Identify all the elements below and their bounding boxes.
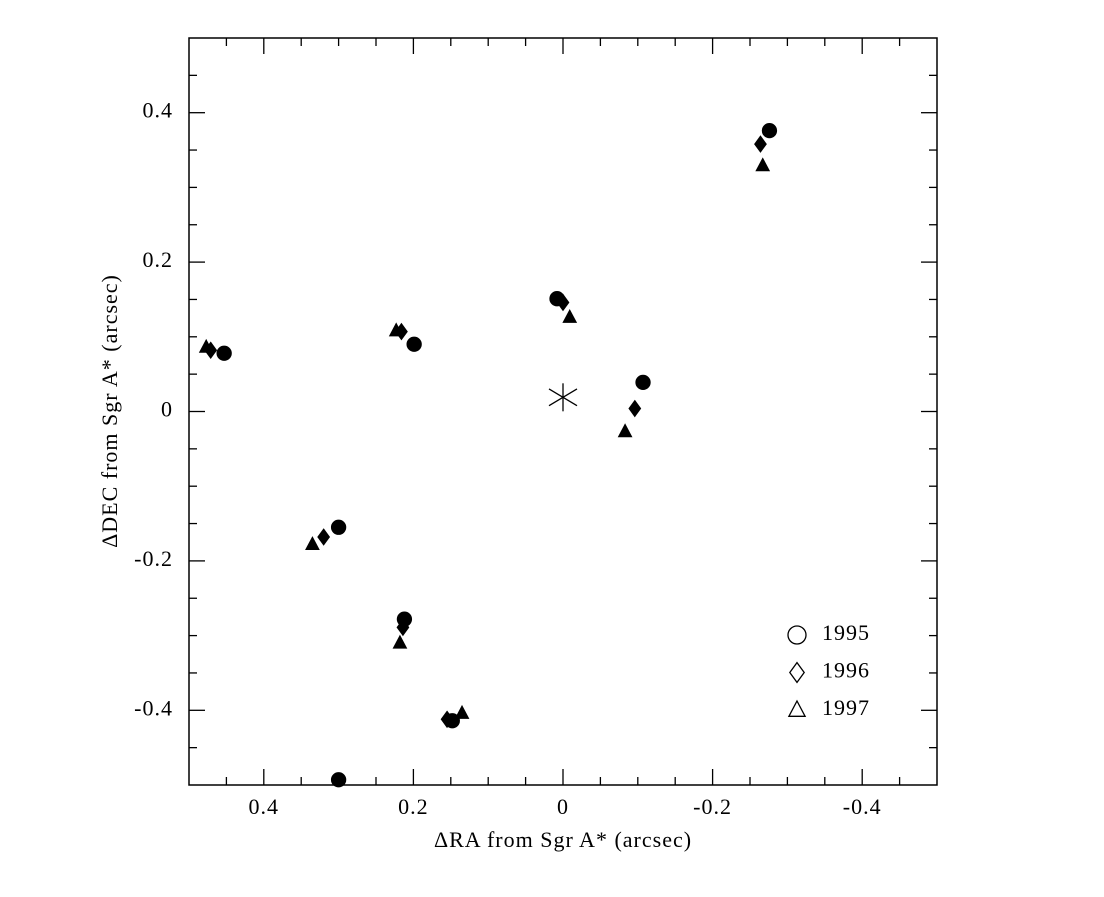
data-point [330,772,347,788]
y-tick-label: -0.4 [134,695,173,720]
data-point [317,528,331,546]
legend-symbol [787,625,807,645]
y-tick-label: 0.2 [143,247,174,272]
data-point [440,710,454,729]
legend-label: 1996 [822,658,870,683]
data-point [761,122,778,139]
x-axis-label: ΔRA from Sgr A* (arcsec) [434,827,692,852]
data-point [454,704,470,719]
data-point [406,336,422,352]
data-point [754,135,767,153]
x-tick-label: 0 [557,794,569,819]
y-tick-label: 0 [161,397,173,422]
data-point [330,519,347,535]
legend-symbol [787,699,807,717]
data-point [396,618,410,637]
y-tick-label: -0.2 [134,546,173,571]
data-point [617,423,633,438]
data-point [755,157,771,172]
x-tick-label: 0.2 [398,794,429,819]
legend-label: 1995 [822,620,870,645]
data-point [635,374,651,391]
legend-symbol [788,661,806,684]
x-tick-label: -0.4 [843,794,882,819]
data-point [562,308,578,323]
y-axis-label: ΔDEC from Sgr A* (arcsec) [97,274,122,548]
data-point [388,322,404,337]
data-point [198,338,214,353]
data-point [392,634,408,649]
x-tick-label: 0.4 [249,794,280,819]
legend-label: 1997 [822,695,870,720]
data-point [628,399,642,418]
data-point [216,345,232,361]
x-tick-label: -0.2 [693,794,732,819]
data-point [305,536,320,551]
data-point [556,293,570,312]
y-tick-label: 0.4 [143,98,174,123]
